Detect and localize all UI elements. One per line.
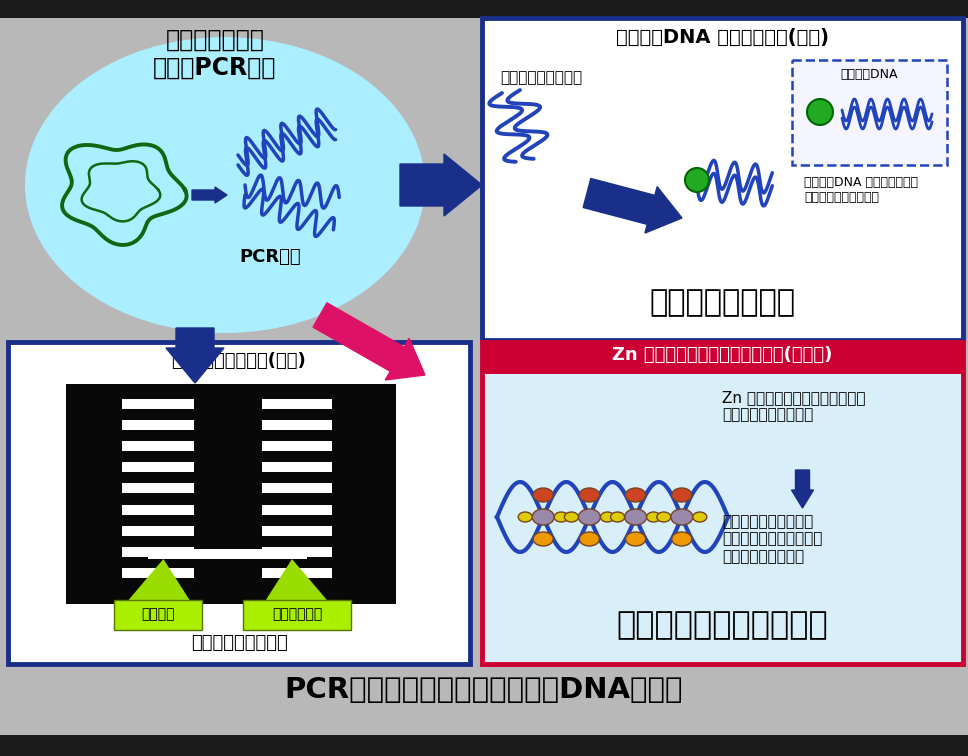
Text: 迅速・簡便な検出が可能: 迅速・簡便な検出が可能	[617, 610, 829, 641]
Text: 二本鎖の解離が必須: 二本鎖の解離が必須	[500, 70, 582, 85]
Ellipse shape	[580, 488, 599, 502]
Ellipse shape	[611, 512, 624, 522]
Text: フローブDNA: フローブDNA	[841, 68, 898, 81]
Bar	[262, 525, 332, 536]
Text: プローブDNA より元の二本鎖
のほうが会合しやすい: プローブDNA より元の二本鎖 のほうが会合しやすい	[804, 176, 918, 204]
FancyArrow shape	[166, 328, 224, 383]
Text: 煩雑で効率が悪い: 煩雑で効率が悪い	[650, 288, 796, 317]
Ellipse shape	[533, 532, 553, 546]
Bar	[0, 0, 968, 18]
FancyBboxPatch shape	[482, 18, 963, 340]
Ellipse shape	[647, 512, 660, 522]
Bar	[122, 547, 195, 556]
Bar	[262, 483, 332, 494]
FancyArrow shape	[583, 178, 682, 233]
Bar	[66, 384, 396, 604]
FancyArrow shape	[192, 187, 227, 203]
FancyBboxPatch shape	[8, 342, 470, 664]
Ellipse shape	[533, 488, 553, 502]
Ellipse shape	[518, 512, 532, 522]
Polygon shape	[262, 559, 332, 606]
FancyBboxPatch shape	[243, 600, 351, 630]
Text: 非特異増幅物: 非特異増幅物	[272, 607, 322, 621]
Circle shape	[807, 99, 833, 125]
Ellipse shape	[625, 488, 646, 502]
Ellipse shape	[580, 532, 599, 546]
Bar	[262, 463, 332, 472]
Ellipse shape	[672, 488, 692, 502]
Ellipse shape	[657, 512, 671, 522]
Bar	[148, 549, 307, 559]
Ellipse shape	[600, 512, 615, 522]
FancyArrow shape	[792, 470, 813, 508]
Ellipse shape	[672, 532, 692, 546]
Bar	[122, 463, 195, 472]
Circle shape	[685, 168, 709, 192]
Bar	[262, 442, 332, 451]
Ellipse shape	[579, 509, 600, 525]
Bar	[262, 547, 332, 556]
Bar	[122, 525, 195, 536]
Text: 電気泳動による確認(従来): 電気泳動による確認(従来)	[171, 352, 307, 370]
FancyBboxPatch shape	[482, 342, 963, 664]
Text: 見分けがつかない！: 見分けがつかない！	[191, 634, 287, 652]
Bar	[122, 442, 195, 451]
FancyArrow shape	[400, 154, 482, 216]
Text: 二本鎖の解離過程が必
要なく、かつ強い結合能
で効率よく結合する: 二本鎖の解離過程が必 要なく、かつ強い結合能 で効率よく結合する	[722, 514, 823, 564]
Ellipse shape	[624, 509, 647, 525]
Bar	[262, 504, 332, 515]
Bar	[262, 399, 332, 409]
Bar	[122, 483, 195, 494]
FancyBboxPatch shape	[792, 60, 947, 165]
Bar	[262, 420, 332, 430]
Text: PCR増幅による病原性微生物のDNA検出法: PCR増幅による病原性微生物のDNA検出法	[285, 676, 683, 704]
Bar	[482, 342, 963, 374]
Ellipse shape	[555, 512, 568, 522]
FancyBboxPatch shape	[114, 600, 202, 630]
Text: Zn フィンガー蛋白質は二本鎖に
配列特異的に直接結合: Zn フィンガー蛋白質は二本鎖に 配列特異的に直接結合	[722, 390, 866, 423]
Ellipse shape	[564, 512, 579, 522]
Bar	[122, 420, 195, 430]
FancyArrow shape	[313, 303, 425, 380]
Ellipse shape	[532, 509, 555, 525]
Bar	[122, 568, 195, 578]
Bar	[122, 504, 195, 515]
Ellipse shape	[625, 532, 646, 546]
Ellipse shape	[671, 509, 693, 525]
Text: 微生物の標的遺
伝子のPCR増幅: 微生物の標的遺 伝子のPCR増幅	[153, 28, 277, 80]
Polygon shape	[123, 559, 194, 606]
Ellipse shape	[693, 512, 707, 522]
Bar	[262, 568, 332, 578]
Bar	[0, 735, 968, 756]
Text: PCR産物: PCR産物	[239, 248, 301, 266]
Text: プローブDNA を用いた検出(従来): プローブDNA を用いた検出(従来)	[616, 28, 829, 47]
Text: Zn フィンガー蛋白質による検出(本申請): Zn フィンガー蛋白質による検出(本申請)	[613, 346, 832, 364]
Text: 標的産物: 標的産物	[141, 607, 175, 621]
Bar	[122, 399, 195, 409]
Ellipse shape	[25, 37, 425, 333]
